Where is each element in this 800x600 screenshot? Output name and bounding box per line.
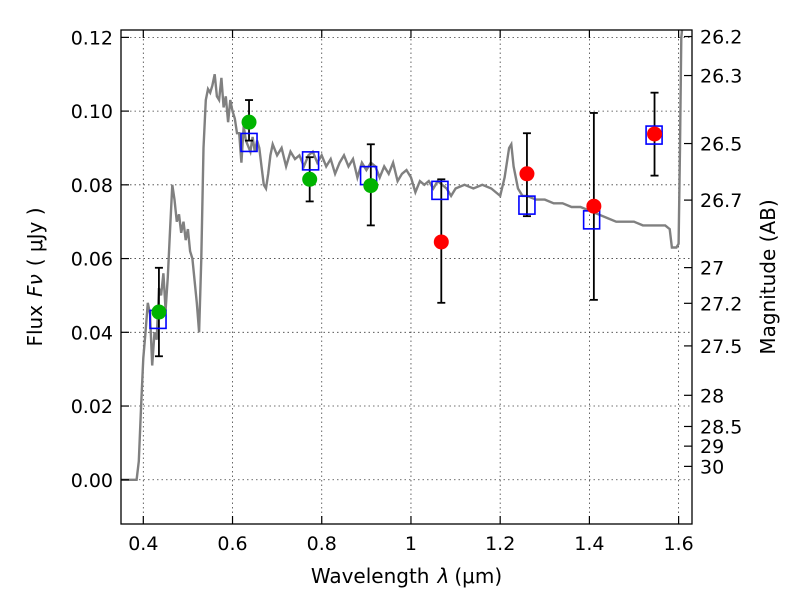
grid-lines [121, 30, 692, 524]
x-tick-label: 1.4 [574, 533, 604, 555]
y-tick-label: 0.08 [71, 175, 113, 197]
x-axis-title-unit: (μm) [454, 564, 502, 588]
model-square-marker [431, 180, 449, 201]
y-axis-title-symbol: Fν [23, 274, 47, 297]
model-square-marker [240, 132, 258, 153]
x-tick-label: 1.2 [485, 533, 515, 555]
x-axis-title: Wavelength λ (μm) [311, 564, 502, 588]
x-tick-label: 0.8 [307, 533, 337, 555]
y-tick-label: 0.06 [71, 249, 113, 271]
y-tick-label: 0.12 [71, 27, 113, 49]
y2-tick-label: 28 [700, 385, 724, 407]
y2-tick-label: 29 [700, 436, 724, 458]
y2-tick-label: 27.2 [700, 293, 742, 315]
y-axis-title: Flux Fν ( μJy ) [23, 207, 47, 346]
y-axis-title-unit: ( μJy ) [23, 207, 47, 266]
x-axis-title-symbol: λ [437, 564, 450, 588]
nir-circle-marker [647, 126, 663, 142]
x-tick-label: 1.6 [664, 533, 694, 555]
x-tick-label: 0.6 [217, 533, 247, 555]
y-tick-label: 0.10 [71, 101, 113, 123]
optical-circle-marker [363, 178, 379, 194]
y-tick-label: 0.02 [71, 396, 113, 418]
y2-tick-label: 26.7 [700, 190, 742, 212]
nir-circle-marker [519, 166, 535, 182]
y2-tick-label: 26.3 [700, 66, 742, 88]
x-axis-title-text: Wavelength [311, 564, 430, 588]
y2-tick-label: 28.5 [700, 416, 742, 438]
nir-circle-marker [586, 198, 602, 214]
y-axis-title-text: Flux [23, 305, 47, 347]
x-tick-label: 0.4 [128, 533, 158, 555]
y2-tick-label: 26.5 [700, 134, 742, 156]
model-square-marker [518, 195, 536, 215]
plot-area [121, 30, 684, 481]
plot-frame [120, 29, 693, 525]
model-square-marker [301, 151, 320, 171]
y2-tick-label: 27 [700, 258, 724, 280]
y-tick-label: 0.00 [71, 470, 113, 492]
y2-axis-title: Magnitude (AB) [756, 199, 780, 354]
y2-tick-label: 30 [700, 456, 724, 478]
optical-circle-marker [151, 304, 167, 320]
y2-tick-label: 26.2 [700, 27, 742, 49]
optical-circle-marker [302, 171, 318, 187]
model-square-marker [645, 125, 663, 145]
nir-circle-marker [433, 234, 449, 250]
data-markers [149, 114, 663, 330]
x-tick-label: 1 [405, 533, 417, 555]
y2-tick-label: 27.5 [700, 336, 742, 358]
template-spectrum-line [121, 30, 684, 481]
axis-ticks: 0.4 0.6 0.8 1 1.2 1.4 1.6 0.00 0.02 0.04 0.06 0.08 0… [71, 27, 743, 555]
y-tick-label: 0.04 [71, 322, 113, 344]
optical-circle-marker [241, 114, 257, 130]
